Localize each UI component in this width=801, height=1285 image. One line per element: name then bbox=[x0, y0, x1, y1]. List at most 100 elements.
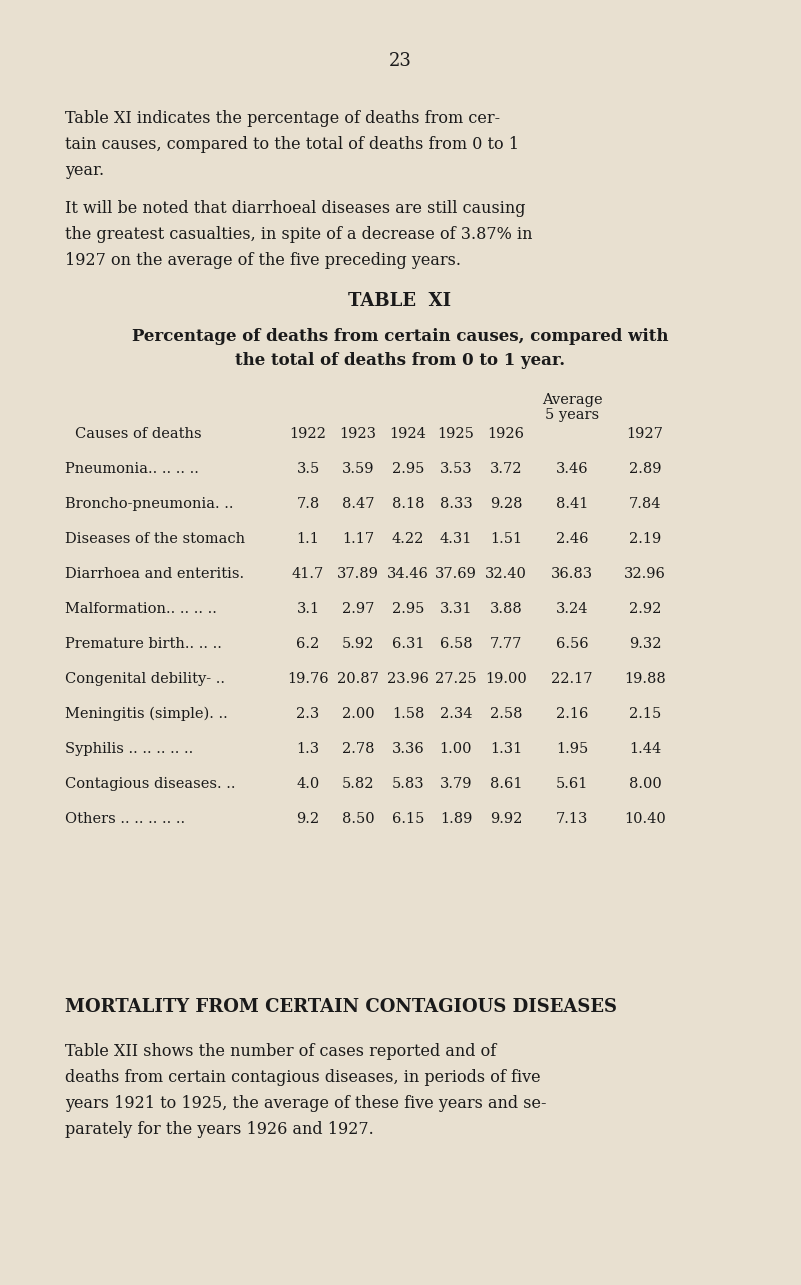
Text: 8.33: 8.33 bbox=[440, 497, 473, 511]
Text: 2.89: 2.89 bbox=[629, 463, 662, 475]
Text: 2.15: 2.15 bbox=[629, 707, 661, 721]
Text: Malformation.. .. .. ..: Malformation.. .. .. .. bbox=[65, 601, 217, 616]
Text: 8.50: 8.50 bbox=[342, 812, 374, 826]
Text: It will be noted that diarrhoeal diseases are still causing: It will be noted that diarrhoeal disease… bbox=[65, 200, 525, 217]
Text: Table XII shows the number of cases reported and of: Table XII shows the number of cases repo… bbox=[65, 1043, 497, 1060]
Text: Diarrhoea and enteritis.: Diarrhoea and enteritis. bbox=[65, 567, 244, 581]
Text: 1.95: 1.95 bbox=[556, 741, 588, 756]
Text: 5 years: 5 years bbox=[545, 409, 599, 421]
Text: 1.00: 1.00 bbox=[440, 741, 473, 756]
Text: Pneumonia.. .. .. ..: Pneumonia.. .. .. .. bbox=[65, 463, 199, 475]
Text: 3.72: 3.72 bbox=[489, 463, 522, 475]
Text: 3.59: 3.59 bbox=[342, 463, 374, 475]
Text: 9.2: 9.2 bbox=[296, 812, 320, 826]
Text: Syphilis .. .. .. .. ..: Syphilis .. .. .. .. .. bbox=[65, 741, 193, 756]
Text: 9.28: 9.28 bbox=[489, 497, 522, 511]
Text: the greatest casualties, in spite of a decrease of 3.87% in: the greatest casualties, in spite of a d… bbox=[65, 226, 533, 243]
Text: Causes of deaths: Causes of deaths bbox=[75, 427, 202, 441]
Text: 2.3: 2.3 bbox=[296, 707, 320, 721]
Text: 10.40: 10.40 bbox=[624, 812, 666, 826]
Text: 1.1: 1.1 bbox=[296, 532, 320, 546]
Text: 41.7: 41.7 bbox=[292, 567, 324, 581]
Text: Percentage of deaths from certain causes, compared with: Percentage of deaths from certain causes… bbox=[131, 328, 668, 344]
Text: 3.79: 3.79 bbox=[440, 777, 473, 792]
Text: 3.36: 3.36 bbox=[392, 741, 425, 756]
Text: 7.13: 7.13 bbox=[556, 812, 588, 826]
Text: 2.00: 2.00 bbox=[342, 707, 374, 721]
Text: 2.92: 2.92 bbox=[629, 601, 661, 616]
Text: MORTALITY FROM CERTAIN CONTAGIOUS DISEASES: MORTALITY FROM CERTAIN CONTAGIOUS DISEAS… bbox=[65, 998, 617, 1016]
Text: Average: Average bbox=[541, 393, 602, 407]
Text: TABLE  XI: TABLE XI bbox=[348, 292, 452, 310]
Text: 19.00: 19.00 bbox=[485, 672, 527, 686]
Text: deaths from certain contagious diseases, in periods of five: deaths from certain contagious diseases,… bbox=[65, 1069, 541, 1086]
Text: Others .. .. .. .. ..: Others .. .. .. .. .. bbox=[65, 812, 185, 826]
Text: 2.95: 2.95 bbox=[392, 601, 425, 616]
Text: Table XI indicates the percentage of deaths from cer-: Table XI indicates the percentage of dea… bbox=[65, 111, 500, 127]
Text: 6.31: 6.31 bbox=[392, 637, 425, 651]
Text: 1925: 1925 bbox=[437, 427, 474, 441]
Text: 7.77: 7.77 bbox=[490, 637, 522, 651]
Text: 34.46: 34.46 bbox=[387, 567, 429, 581]
Text: 6.15: 6.15 bbox=[392, 812, 425, 826]
Text: 3.24: 3.24 bbox=[556, 601, 588, 616]
Text: 3.1: 3.1 bbox=[296, 601, 320, 616]
Text: 32.96: 32.96 bbox=[624, 567, 666, 581]
Text: 4.31: 4.31 bbox=[440, 532, 472, 546]
Text: 4.22: 4.22 bbox=[392, 532, 425, 546]
Text: 2.46: 2.46 bbox=[556, 532, 588, 546]
Text: 4.0: 4.0 bbox=[296, 777, 320, 792]
Text: 3.88: 3.88 bbox=[489, 601, 522, 616]
Text: 9.32: 9.32 bbox=[629, 637, 662, 651]
Text: 6.2: 6.2 bbox=[296, 637, 320, 651]
Text: 2.58: 2.58 bbox=[489, 707, 522, 721]
Text: 23.96: 23.96 bbox=[387, 672, 429, 686]
Text: 3.31: 3.31 bbox=[440, 601, 473, 616]
Text: tain causes, compared to the total of deaths from 0 to 1: tain causes, compared to the total of de… bbox=[65, 136, 519, 153]
Text: 8.41: 8.41 bbox=[556, 497, 588, 511]
Text: 1.17: 1.17 bbox=[342, 532, 374, 546]
Text: 1.3: 1.3 bbox=[296, 741, 320, 756]
Text: 37.69: 37.69 bbox=[435, 567, 477, 581]
Text: 2.34: 2.34 bbox=[440, 707, 473, 721]
Text: Contagious diseases. ..: Contagious diseases. .. bbox=[65, 777, 235, 792]
Text: 1922: 1922 bbox=[290, 427, 327, 441]
Text: 5.82: 5.82 bbox=[342, 777, 374, 792]
Text: 7.84: 7.84 bbox=[629, 497, 662, 511]
Text: 1923: 1923 bbox=[340, 427, 376, 441]
Text: Premature birth.. .. ..: Premature birth.. .. .. bbox=[65, 637, 222, 651]
Text: 1924: 1924 bbox=[389, 427, 426, 441]
Text: 22.17: 22.17 bbox=[551, 672, 593, 686]
Text: 1926: 1926 bbox=[488, 427, 525, 441]
Text: 36.83: 36.83 bbox=[551, 567, 593, 581]
Text: 19.88: 19.88 bbox=[624, 672, 666, 686]
Text: 8.18: 8.18 bbox=[392, 497, 425, 511]
Text: 1.51: 1.51 bbox=[490, 532, 522, 546]
Text: 6.58: 6.58 bbox=[440, 637, 473, 651]
Text: year.: year. bbox=[65, 162, 104, 179]
Text: 5.83: 5.83 bbox=[392, 777, 425, 792]
Text: 19.76: 19.76 bbox=[288, 672, 329, 686]
Text: 8.61: 8.61 bbox=[489, 777, 522, 792]
Text: Diseases of the stomach: Diseases of the stomach bbox=[65, 532, 245, 546]
Text: 23: 23 bbox=[388, 51, 412, 69]
Text: Meningitis (simple). ..: Meningitis (simple). .. bbox=[65, 707, 227, 721]
Text: 5.61: 5.61 bbox=[556, 777, 588, 792]
Text: years 1921 to 1925, the average of these five years and se-: years 1921 to 1925, the average of these… bbox=[65, 1095, 546, 1112]
Text: 6.56: 6.56 bbox=[556, 637, 588, 651]
Text: 1.31: 1.31 bbox=[490, 741, 522, 756]
Text: 3.53: 3.53 bbox=[440, 463, 473, 475]
Text: 37.89: 37.89 bbox=[337, 567, 379, 581]
Text: 2.97: 2.97 bbox=[342, 601, 374, 616]
Text: 9.92: 9.92 bbox=[490, 812, 522, 826]
Text: 20.87: 20.87 bbox=[337, 672, 379, 686]
Text: 8.47: 8.47 bbox=[342, 497, 374, 511]
Text: 2.95: 2.95 bbox=[392, 463, 425, 475]
Text: 1.58: 1.58 bbox=[392, 707, 425, 721]
Text: 3.46: 3.46 bbox=[556, 463, 588, 475]
Text: 1.44: 1.44 bbox=[629, 741, 661, 756]
Text: Broncho-pneumonia. ..: Broncho-pneumonia. .. bbox=[65, 497, 234, 511]
Text: 5.92: 5.92 bbox=[342, 637, 374, 651]
Text: 1927 on the average of the five preceding years.: 1927 on the average of the five precedin… bbox=[65, 252, 461, 269]
Text: parately for the years 1926 and 1927.: parately for the years 1926 and 1927. bbox=[65, 1121, 374, 1139]
